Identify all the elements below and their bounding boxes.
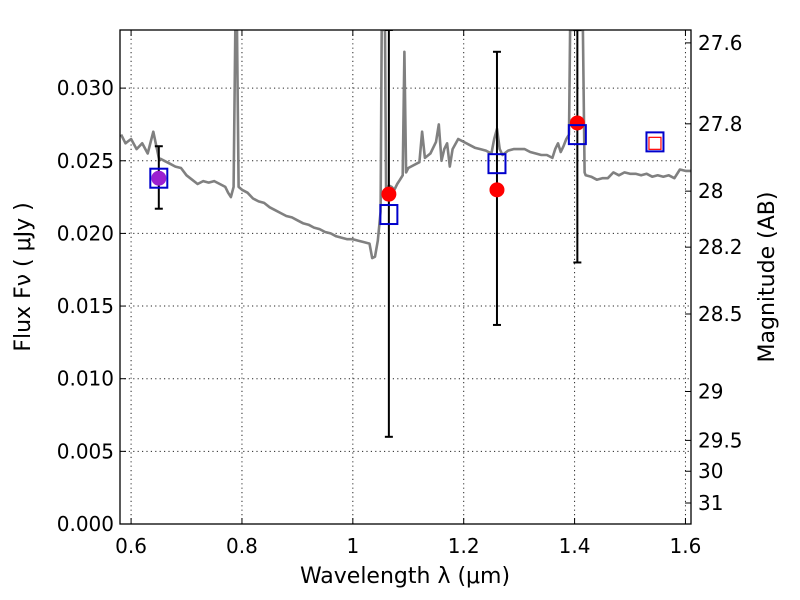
plot-frame (119, 29, 692, 525)
right-tick-label: 27.6 (698, 31, 743, 55)
x-tick-label: 1.6 (670, 534, 702, 558)
x-axis: 0.6 0.8 1 1.2 1.4 1.6 (115, 30, 701, 558)
model-square (645, 131, 665, 153)
y-axis-left: 0.000 0.005 0.010 0.015 0.020 0.025 0.030 (57, 76, 126, 536)
y-axis-right-title: Magnitude (AB) (755, 192, 780, 363)
y-tick-label: 0.010 (57, 367, 114, 391)
observed-point (489, 182, 505, 198)
small-observed-square (648, 136, 662, 150)
right-tick-label: 28.2 (698, 235, 743, 259)
x-tick-label: 1.4 (559, 534, 591, 558)
grid (120, 30, 691, 525)
model-square (487, 153, 507, 175)
model-square (149, 167, 169, 189)
right-tick-label: 28.5 (698, 302, 743, 326)
observed-points-layer (151, 115, 585, 202)
model-square (379, 204, 399, 226)
y-tick-label: 0.000 (57, 512, 114, 536)
y-axis-title: Flux Fν ( μJy ) (11, 202, 36, 351)
right-tick-label: 30 (698, 459, 723, 483)
model-square (567, 124, 587, 146)
y-tick-label: 0.015 (57, 294, 114, 318)
sed-curve (120, 30, 691, 260)
x-tick-label: 1.2 (448, 534, 480, 558)
right-tick-label: 31 (698, 491, 723, 515)
observed-point (151, 170, 167, 186)
right-tick-label: 27.8 (698, 112, 743, 136)
right-tick-label: 28 (698, 179, 723, 203)
y-tick-label: 0.030 (57, 76, 114, 100)
x-tick-label: 1 (346, 534, 359, 558)
x-tick-label: 0.8 (226, 534, 258, 558)
x-tick-label: 0.6 (115, 534, 147, 558)
y-axis-right: 27.6 27.8 28 28.2 28.5 29 29.5 30 31 (685, 31, 743, 515)
right-tick-label: 29 (698, 379, 723, 403)
observed-point (381, 186, 397, 202)
y-tick-label: 0.005 (57, 439, 114, 463)
right-tick-label: 29.5 (698, 428, 743, 452)
y-tick-label: 0.020 (57, 221, 114, 245)
model-squares-layer (149, 124, 665, 226)
y-tick-label: 0.025 (57, 149, 114, 173)
x-axis-title: Wavelength λ (μm) (300, 564, 510, 589)
sed-curve-layer (120, 30, 691, 260)
observed-point (569, 115, 585, 131)
